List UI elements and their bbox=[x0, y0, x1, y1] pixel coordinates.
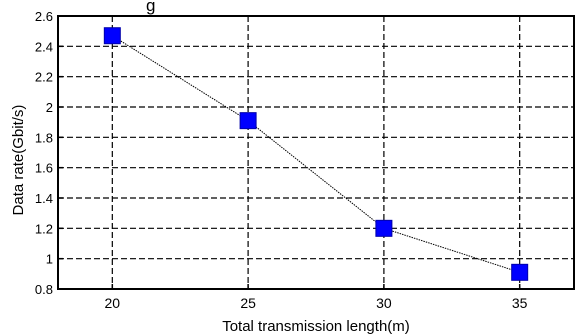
plot-area-frame bbox=[57, 15, 575, 290]
y-tick-label: 2.2 bbox=[35, 70, 53, 85]
axis-ticks: 0.8 1 1.2 1.4 1.6 1.8 2 2.2 2.4 2.6 20 25 30 35 bbox=[35, 9, 528, 311]
series-line bbox=[112, 35, 520, 273]
data-point-marker bbox=[375, 219, 393, 237]
y-tick-label: 2 bbox=[46, 100, 53, 115]
chart-title-fragment: g bbox=[146, 0, 155, 15]
x-tick-label: 20 bbox=[105, 295, 121, 311]
data-point-marker bbox=[103, 27, 121, 45]
x-tick-label: 25 bbox=[240, 295, 256, 311]
data-point-marker bbox=[511, 263, 529, 281]
x-axis-label: Total transmission length(m) bbox=[222, 318, 410, 335]
x-tick-label: 35 bbox=[512, 295, 528, 311]
y-axis-label: Data rate(Gbit/s) bbox=[10, 105, 27, 216]
x-tick-label: 30 bbox=[376, 295, 392, 311]
data-point-marker bbox=[239, 112, 257, 130]
series-layer bbox=[103, 27, 529, 281]
y-tick-label: 0.8 bbox=[35, 282, 53, 297]
y-tick-label: 2.6 bbox=[35, 9, 53, 24]
y-tick-label: 1.6 bbox=[35, 161, 53, 176]
grid bbox=[58, 16, 574, 289]
y-tick-label: 1.2 bbox=[35, 221, 53, 236]
y-tick-label: 1.8 bbox=[35, 130, 53, 145]
y-tick-label: 1 bbox=[46, 252, 53, 267]
y-tick-label: 2.4 bbox=[35, 39, 53, 54]
y-tick-label: 1.4 bbox=[35, 191, 53, 206]
